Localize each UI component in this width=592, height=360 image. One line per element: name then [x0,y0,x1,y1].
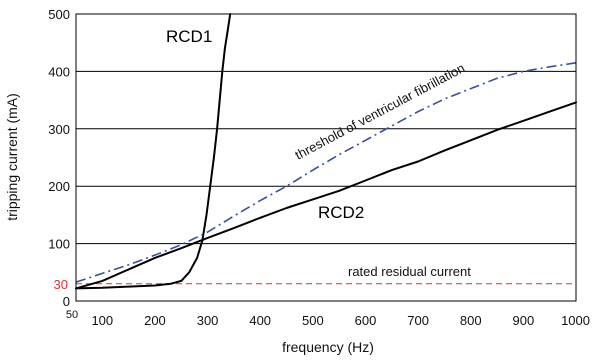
x-tick-300: 300 [197,313,219,328]
x-tick-800: 800 [460,313,482,328]
rcd2-curve-label: RCD2 [318,203,364,222]
y-tick-500: 500 [48,7,70,22]
y-tick-0: 0 [63,294,70,309]
x-tick-labels: 50 100 200 300 400 500 600 700 800 900 1000 [66,309,590,328]
series-line-1 [75,13,232,290]
x-tick-900: 900 [513,313,535,328]
series-lines [75,13,577,290]
x-tick-500: 500 [302,313,324,328]
y-tick-400: 400 [48,64,70,79]
y-tick-30: 30 [54,277,68,292]
y-tick-labels: 0 100 200 300 400 500 30 [48,7,70,309]
x-axis-label: frequency (Hz) [282,339,374,355]
x-tick-600: 600 [355,313,377,328]
x-tick-200: 200 [144,313,166,328]
grid-lines [76,70,576,245]
series-line-3 [75,62,577,283]
y-tick-200: 200 [48,179,70,194]
x-tick-100: 100 [91,313,113,328]
x-tick-400: 400 [249,313,271,328]
y-tick-300: 300 [48,122,70,137]
y-axis-label: tripping current (mA) [4,93,20,221]
threshold-curve-label: threshold of ventricular fibrillation [292,60,467,162]
x-tick-700: 700 [407,313,429,328]
rcd1-curve-label: RCD1 [166,27,212,46]
x-tick-1000: 1000 [561,313,590,328]
series-line-2 [75,101,577,290]
y-tick-100: 100 [48,237,70,252]
plot-frame [75,13,577,302]
x-tick-50: 50 [66,309,78,321]
rated-residual-current-label: rated residual current [348,264,471,279]
